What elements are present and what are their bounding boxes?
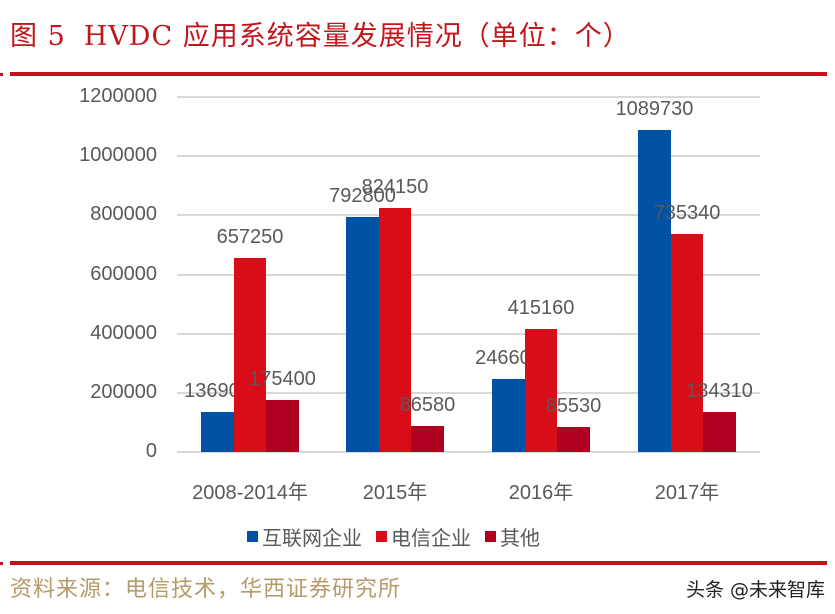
x-axis-category-label: 2017年 <box>654 482 720 504</box>
rule-dot-bottom <box>0 562 3 565</box>
gridline <box>177 274 760 276</box>
y-axis-tick-label: 400000 <box>90 322 157 344</box>
bar-互联网企业-2015年 <box>346 217 379 452</box>
legend-swatch-icon <box>247 531 258 542</box>
legend-item: 电信企业 <box>376 522 471 551</box>
bar-其他-2016年 <box>557 426 590 452</box>
legend-item: 其他 <box>485 522 540 551</box>
gridline <box>177 155 760 157</box>
data-label: 175400 <box>249 368 316 391</box>
legend-swatch-icon <box>485 531 496 542</box>
legend-swatch-icon <box>376 531 387 542</box>
bar-电信企业-2016年 <box>524 329 558 452</box>
bar-其他-2017年 <box>703 412 736 452</box>
legend-item: 互联网企业 <box>247 522 362 551</box>
data-label: 415160 <box>507 297 575 320</box>
bar-互联网企业-2017年 <box>638 129 671 452</box>
bar-电信企业-2015年 <box>378 208 412 452</box>
gridline <box>177 451 760 453</box>
data-label: 735340 <box>653 202 721 225</box>
gridline <box>177 96 760 98</box>
y-axis-tick-label: 1000000 <box>79 144 157 166</box>
x-axis-category-label: 2016年 <box>508 482 574 504</box>
figure-title: 图 5 HVDC 应用系统容量发展情况（单位：个） <box>10 14 631 53</box>
data-label: 85530 <box>545 394 602 417</box>
bar-其他-2008-2014年 <box>266 400 299 452</box>
bar-电信企业-2017年 <box>670 234 704 452</box>
y-axis-tick-label: 800000 <box>90 203 157 225</box>
y-axis-tick-label: 0 <box>145 440 157 462</box>
top-divider <box>10 72 827 76</box>
data-label: 657250 <box>216 225 284 248</box>
data-label: 792800 <box>329 185 396 208</box>
source-note: 资料来源：电信技术，华西证券研究所 <box>10 577 402 602</box>
data-label: 134310 <box>686 380 753 403</box>
chart-legend: 互联网企业 电信企业 其他 <box>247 522 554 551</box>
legend-label: 互联网企业 <box>262 528 362 550</box>
gridline <box>177 392 760 394</box>
bottom-divider <box>10 561 827 565</box>
data-label: 824150 <box>361 176 429 199</box>
x-axis-category-label: 2008-2014年 <box>192 482 308 504</box>
legend-label: 其他 <box>500 528 540 550</box>
bar-chart: 0 200000 400000 600000 800000 1000000 1200000 1… <box>79 85 760 504</box>
gridline <box>177 214 760 216</box>
y-axis-tick-label: 600000 <box>90 263 157 285</box>
y-axis-tick-label: 1200000 <box>79 85 157 107</box>
watermark: 头条 @未来智库 <box>685 579 825 601</box>
figure-number: 图 5 <box>10 21 66 52</box>
bar-电信企业-2008-2014年 <box>233 257 267 452</box>
data-label: 1089730 <box>615 97 694 120</box>
legend-label: 电信企业 <box>391 528 471 550</box>
bar-其他-2015年 <box>411 426 444 452</box>
data-label: 86580 <box>399 394 456 417</box>
y-axis-tick-label: 200000 <box>90 381 157 403</box>
x-axis-category-label: 2015年 <box>362 482 428 504</box>
rule-dot-top <box>0 73 3 76</box>
bar-互联网企业-2008-2014年 <box>201 411 234 452</box>
figure-title-text: HVDC 应用系统容量发展情况（单位：个） <box>83 21 631 52</box>
gridline <box>177 333 760 335</box>
bar-互联网企业-2016年 <box>492 379 525 452</box>
